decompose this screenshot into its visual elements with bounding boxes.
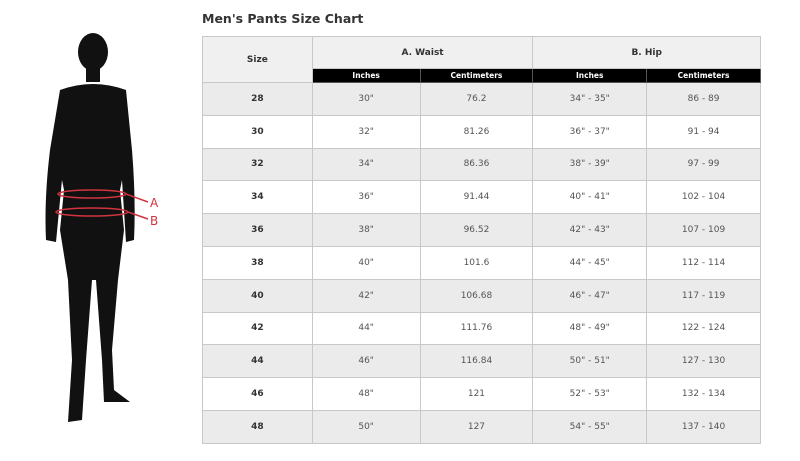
- waist-cm-cell: 121: [419, 377, 534, 411]
- hip-inches-cell: 52" - 53": [532, 377, 648, 411]
- table-row: 48 50" 127 54" - 55" 137 - 140: [202, 409, 761, 444]
- hip-inches-cell: 40" - 41": [532, 180, 648, 215]
- table-row: 30 32" 81.26 36" - 37" 91 - 94: [202, 114, 761, 149]
- waist-inches-cell: 48": [311, 377, 421, 411]
- size-cell: 46: [202, 377, 313, 411]
- waist-inches-cell: 30": [311, 82, 421, 116]
- size-header: Size: [202, 36, 313, 83]
- waist-cm-cell: 106.68: [419, 278, 534, 313]
- waist-cm-cell: 81.26: [419, 114, 534, 149]
- size-cell: 28: [202, 82, 313, 116]
- size-cell: 38: [202, 245, 313, 280]
- size-cell: 42: [202, 311, 313, 346]
- hip-inches-cell: 44" - 45": [532, 245, 648, 280]
- table-row: 32 34" 86.36 38" - 39" 97 - 99: [202, 147, 761, 182]
- table-row: 36 38" 96.52 42" - 43" 107 - 109: [202, 213, 761, 247]
- waist-inches-cell: 38": [311, 213, 421, 247]
- hip-inches-cell: 50" - 51": [532, 344, 648, 379]
- size-cell: 32: [202, 147, 313, 182]
- hip-cm-cell: 137 - 140: [646, 409, 761, 444]
- waist-cm-cell: 86.36: [419, 147, 534, 182]
- table-row: 34 36" 91.44 40" - 41" 102 - 104: [202, 180, 761, 215]
- size-cell: 40: [202, 278, 313, 313]
- waist-cm-cell: 116.84: [419, 344, 534, 379]
- waist-inches-cell: 34": [311, 147, 421, 182]
- waist-inches-cell: 42": [311, 278, 421, 313]
- table-row: 46 48" 121 52" - 53" 132 - 134: [202, 377, 761, 411]
- hip-cm-cell: 102 - 104: [646, 180, 761, 215]
- waist-inches-cell: 50": [311, 409, 421, 444]
- waist-inches-cell: 46": [311, 344, 421, 379]
- hip-cm-cell: 86 - 89: [646, 82, 761, 116]
- label-b: B: [150, 214, 158, 228]
- hip-cm-cell: 91 - 94: [646, 114, 761, 149]
- hip-cm-header: Centimeters: [646, 68, 761, 83]
- hip-cm-cell: 122 - 124: [646, 311, 761, 346]
- hip-inches-cell: 48" - 49": [532, 311, 648, 346]
- body-silhouette: A B: [45, 33, 159, 422]
- hip-inches-cell: 42" - 43": [532, 213, 648, 247]
- hip-inches-cell: 36" - 37": [532, 114, 648, 149]
- size-cell: 34: [202, 180, 313, 215]
- waist-inches-cell: 32": [311, 114, 421, 149]
- hip-header: B. Hip: [532, 36, 761, 69]
- hip-inches-cell: 34" - 35": [532, 82, 648, 116]
- label-a: A: [150, 196, 159, 210]
- table-row: 42 44" 111.76 48" - 49" 122 - 124: [202, 311, 761, 346]
- waist-cm-cell: 76.2: [419, 82, 534, 116]
- hip-cm-cell: 97 - 99: [646, 147, 761, 182]
- waist-cm-cell: 96.52: [419, 213, 534, 247]
- table-row: 44 46" 116.84 50" - 51" 127 - 130: [202, 344, 761, 379]
- size-table: Size A. Waist B. Hip Inches Centimeters …: [202, 36, 761, 444]
- page-title: Men's Pants Size Chart: [202, 11, 364, 26]
- waist-inches-cell: 44": [311, 311, 421, 346]
- hip-cm-cell: 117 - 119: [646, 278, 761, 313]
- hip-inches-cell: 46" - 47": [532, 278, 648, 313]
- hip-cm-cell: 112 - 114: [646, 245, 761, 280]
- hip-cm-cell: 107 - 109: [646, 213, 761, 247]
- waist-cm-cell: 101.6: [419, 245, 534, 280]
- waist-inches-cell: 36": [311, 180, 421, 215]
- waist-cm-cell: 91.44: [419, 180, 534, 215]
- waist-cm-header: Centimeters: [419, 68, 534, 83]
- size-cell: 44: [202, 344, 313, 379]
- size-cell: 36: [202, 213, 313, 247]
- table-row: 40 42" 106.68 46" - 47" 117 - 119: [202, 278, 761, 313]
- hip-cm-cell: 127 - 130: [646, 344, 761, 379]
- waist-inches-header: Inches: [311, 68, 421, 83]
- hip-inches-header: Inches: [532, 68, 648, 83]
- waist-cm-cell: 127: [419, 409, 534, 444]
- hip-cm-cell: 132 - 134: [646, 377, 761, 411]
- size-cell: 48: [202, 409, 313, 444]
- waist-inches-cell: 40": [311, 245, 421, 280]
- table-row: 38 40" 101.6 44" - 45" 112 - 114: [202, 245, 761, 280]
- waist-cm-cell: 111.76: [419, 311, 534, 346]
- waist-header: A. Waist: [311, 36, 534, 69]
- hip-inches-cell: 38" - 39": [532, 147, 648, 182]
- size-cell: 30: [202, 114, 313, 149]
- table-row: 28 30" 76.2 34" - 35" 86 - 89: [202, 82, 761, 116]
- hip-inches-cell: 54" - 55": [532, 409, 648, 444]
